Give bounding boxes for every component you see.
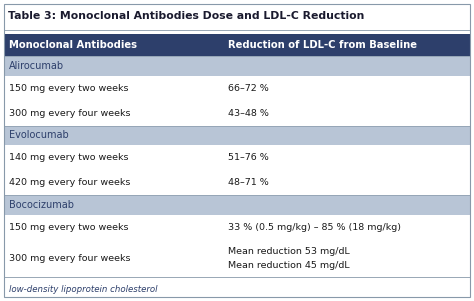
Text: Reduction of LDL-C from Baseline: Reduction of LDL-C from Baseline [228, 40, 417, 50]
Text: 51–76 %: 51–76 % [228, 153, 269, 162]
Text: 420 mg every four weeks: 420 mg every four weeks [9, 178, 130, 187]
Text: 33 % (0.5 mg/kg) – 85 % (18 mg/kg): 33 % (0.5 mg/kg) – 85 % (18 mg/kg) [228, 223, 401, 232]
Bar [4, 145, 470, 170]
Text: Monoclonal Antibodies: Monoclonal Antibodies [9, 40, 137, 50]
Text: Mean reduction 53 mg/dL: Mean reduction 53 mg/dL [228, 247, 349, 256]
Bar [4, 215, 470, 240]
Text: 150 mg every two weeks: 150 mg every two weeks [9, 223, 128, 232]
Bar [4, 170, 470, 195]
Text: low-density lipoprotein cholesterol: low-density lipoprotein cholesterol [9, 284, 157, 293]
Text: 66–72 %: 66–72 % [228, 84, 269, 93]
Bar [4, 2, 470, 30]
Text: Evolocumab: Evolocumab [9, 130, 69, 141]
Text: 300 mg every four weeks: 300 mg every four weeks [9, 254, 130, 263]
Text: Mean reduction 45 mg/dL: Mean reduction 45 mg/dL [228, 261, 349, 270]
Text: 300 mg every four weeks: 300 mg every four weeks [9, 109, 130, 118]
Text: 43–48 %: 43–48 % [228, 109, 269, 118]
Bar [4, 56, 470, 76]
Bar [4, 101, 470, 126]
Bar [4, 195, 470, 215]
Bar [4, 240, 470, 277]
Text: 140 mg every two weeks: 140 mg every two weeks [9, 153, 128, 162]
Bar [4, 34, 470, 56]
Text: 150 mg every two weeks: 150 mg every two weeks [9, 84, 128, 93]
Bar [4, 76, 470, 101]
Text: Alirocumab: Alirocumab [9, 61, 64, 71]
Text: Table 3: Monoclonal Antibodies Dose and LDL-C Reduction: Table 3: Monoclonal Antibodies Dose and … [8, 11, 365, 21]
Bar [4, 126, 470, 145]
Text: 48–71 %: 48–71 % [228, 178, 269, 187]
Text: Bococizumab: Bococizumab [9, 200, 74, 210]
